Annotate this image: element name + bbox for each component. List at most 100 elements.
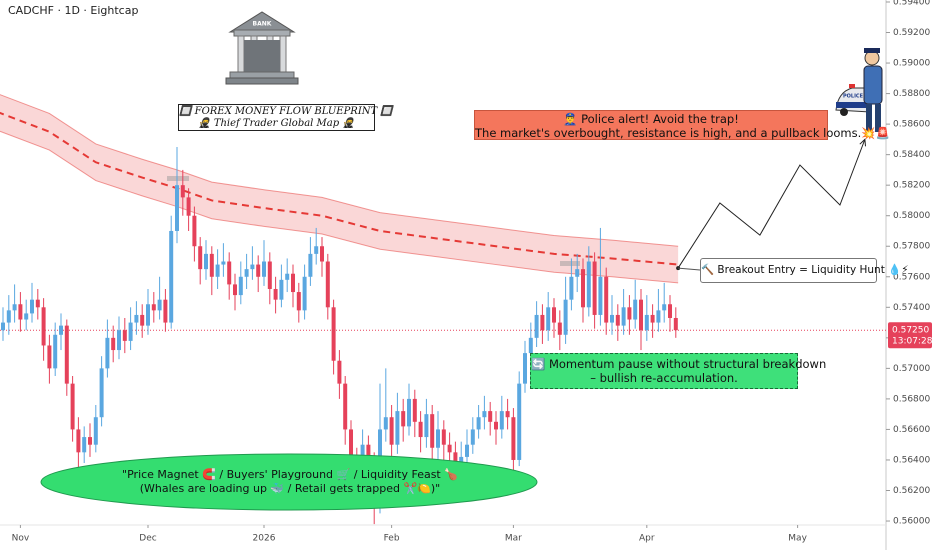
projection-arrowhead (859, 138, 866, 147)
projection-path (677, 139, 866, 269)
band-upper (0, 94, 679, 247)
candle-body (511, 417, 516, 460)
countdown-label: 13:07:28 (892, 337, 932, 347)
candle-body (563, 299, 568, 335)
y-tick-label: 0.56600 (893, 425, 930, 435)
candle-body (610, 314, 615, 323)
candle-body (267, 261, 272, 289)
candle-body (6, 310, 11, 323)
y-tick-label: 0.59000 (893, 59, 930, 69)
candle-body (58, 325, 63, 335)
candle-body (557, 322, 562, 335)
blueprint-line: 🥷 Thief Trader Global Map 🥷 (198, 118, 355, 129)
candle-body (169, 230, 174, 323)
candle-body (128, 322, 133, 341)
candle-body (366, 444, 371, 460)
x-tick-label: Apr (639, 534, 655, 544)
candle-body (407, 398, 412, 427)
candle-body (447, 444, 452, 453)
y-tick-label: 0.59400 (893, 0, 930, 7)
candle-body (76, 429, 81, 453)
candle-body (488, 411, 493, 422)
candle-body (64, 325, 69, 384)
candle-body (470, 429, 475, 445)
y-tick-label: 0.58600 (893, 120, 930, 130)
candle-body (656, 310, 661, 323)
candle-body (134, 314, 139, 323)
candle-body (314, 246, 319, 254)
candle-body (215, 264, 220, 277)
candle-body (546, 307, 551, 331)
police-sign: POLICE (843, 94, 864, 100)
candle-body (395, 411, 400, 445)
x-tick-label: Feb (384, 534, 400, 544)
candle-body (476, 417, 481, 430)
candle-body (389, 417, 394, 445)
candle-body (586, 261, 591, 308)
y-tick-label: 0.57600 (893, 272, 930, 282)
chart-title: CADCHF · 1D · Eightcap (8, 4, 138, 17)
candle-body (82, 437, 87, 453)
y-tick-label: 0.56400 (893, 455, 930, 465)
candle-body (53, 334, 58, 369)
candle-body (401, 411, 406, 427)
candle-body (349, 429, 354, 460)
y-tick-label: 0.58400 (893, 150, 930, 160)
magnet-line: "Price Magnet 🧲 / Buyers' Playground 🛒 /… (122, 468, 458, 481)
candle-body (18, 304, 23, 320)
candle-body (598, 276, 603, 315)
candle-body (668, 304, 673, 318)
candle-body (273, 288, 278, 300)
bank-icon: BANK (225, 11, 299, 85)
candle-body (540, 314, 545, 331)
y-tick-label: 0.58200 (893, 181, 930, 191)
candle-body (412, 398, 417, 422)
momentum-line: – bullish re-accumulation. (590, 371, 738, 385)
candle-body (192, 215, 197, 247)
candle-body (494, 421, 499, 430)
candle-body (99, 368, 104, 418)
last-price-label: 0.57250 (892, 326, 929, 336)
candle-body (331, 307, 336, 361)
candle-body (673, 317, 678, 331)
candle-body (175, 185, 180, 231)
candle-body (633, 299, 638, 320)
x-tick-label: Nov (12, 534, 30, 544)
candle-body (35, 299, 40, 308)
candle-body (256, 264, 261, 277)
band-center (0, 111, 679, 266)
candle-body (186, 197, 191, 216)
candle-body (238, 276, 243, 296)
candle-body (505, 411, 510, 418)
last-price-box (888, 322, 932, 349)
candle-body (47, 345, 52, 369)
candle-body (569, 276, 574, 300)
candle-body (12, 304, 17, 311)
candle-body (296, 292, 301, 311)
y-tick-label: 0.58000 (893, 211, 930, 221)
candle-body (453, 452, 458, 468)
candle-body (441, 429, 446, 445)
y-tick-label: 0.56000 (893, 517, 930, 527)
candle-body (592, 261, 597, 315)
y-tick-label: 0.57800 (893, 242, 930, 252)
candle-body (644, 314, 649, 331)
x-tick-label: 2026 (253, 534, 276, 544)
blueprint-line: 🔲 FOREX MONEY FLOW BLUEPRINT 🔲 (179, 106, 393, 117)
police-icon: POLICE (835, 48, 883, 132)
candle-body (233, 284, 238, 296)
candle-body (111, 337, 116, 351)
candle-body (204, 253, 209, 270)
candle-body (163, 299, 168, 323)
candle-body (29, 299, 34, 314)
breakout-box: 🔨 Breakout Entry = Liquidity Hunt 💧⚡ (700, 258, 909, 283)
candle-body (621, 307, 626, 326)
candle-body (436, 429, 441, 448)
band-fill (0, 94, 679, 283)
candle-body (534, 314, 539, 338)
candle-body (227, 261, 232, 285)
alert-line: The market's overbought, resistance is h… (475, 126, 890, 140)
momentum-box: 🔄 Momentum pause without structural brea… (530, 353, 826, 389)
candle-body (343, 383, 348, 430)
